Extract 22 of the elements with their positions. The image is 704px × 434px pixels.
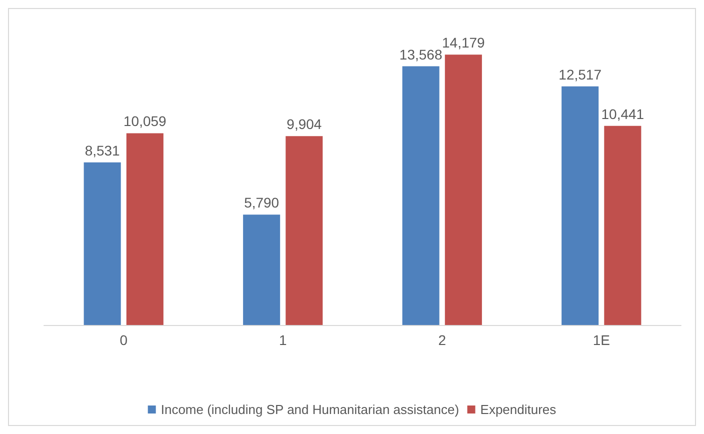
data-label: 8,531 (84, 142, 120, 158)
bar (562, 86, 599, 325)
bar (604, 126, 642, 325)
data-label: 10,441 (601, 106, 644, 122)
data-label: 14,179 (442, 34, 486, 51)
bar (402, 66, 440, 325)
bar (286, 136, 323, 325)
data-label: 12,517 (558, 66, 602, 82)
bar (243, 214, 280, 325)
x-tick-label: 0 (120, 332, 128, 348)
data-label: 10,059 (124, 113, 167, 130)
x-tick-label: 1E (592, 332, 610, 348)
data-label: 5,790 (244, 194, 280, 211)
bar (126, 133, 164, 325)
x-tick-label: 1 (278, 332, 287, 348)
data-label: 9,904 (286, 116, 322, 132)
legend-label: Income (including SP and Humanitarian assistance) (160, 402, 460, 417)
bar (84, 162, 121, 325)
x-tick-label: 2 (438, 332, 446, 348)
bar (444, 54, 482, 325)
data-label: 13,568 (399, 46, 442, 62)
legend-label: Expenditures (480, 402, 557, 417)
